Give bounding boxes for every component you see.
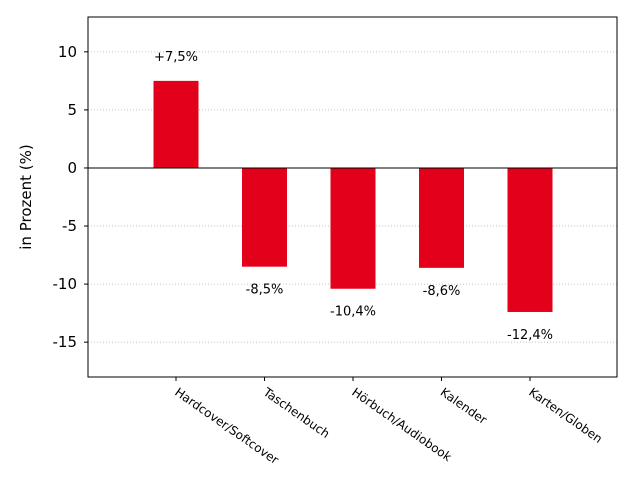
bar-data-label: -10,4%: [330, 305, 376, 320]
y-axis-title: in Prozent (%): [17, 144, 35, 249]
y-tick-label: -10: [53, 275, 78, 293]
y-tick-label: 0: [67, 159, 77, 177]
x-tick-label: Taschenbuch: [260, 384, 332, 441]
x-tick-label: Karten/Globen: [526, 385, 605, 446]
bar: [507, 167, 553, 312]
bar: [153, 80, 199, 168]
y-tick-label: -15: [53, 333, 78, 351]
y-tick-label: 5: [67, 101, 77, 119]
bars-layer: [153, 80, 553, 312]
bar-labels-layer: +7,5% -8,5% -10,4% -8,6% -12,4%: [154, 50, 553, 343]
bar-data-label: +7,5%: [154, 50, 198, 65]
y-tick-label: 10: [58, 43, 77, 61]
y-axis: 10 5 0 -5 -10 -15: [53, 43, 88, 351]
bar: [419, 167, 464, 268]
y-tick-label: -5: [62, 217, 77, 235]
bar-data-label: -8,5%: [246, 283, 284, 298]
bar-data-label: -12,4%: [507, 328, 553, 343]
x-tick-label: Kalender: [438, 385, 490, 427]
bar: [242, 167, 287, 267]
bar-data-label: -8,6%: [423, 284, 461, 299]
bar: [330, 167, 376, 289]
